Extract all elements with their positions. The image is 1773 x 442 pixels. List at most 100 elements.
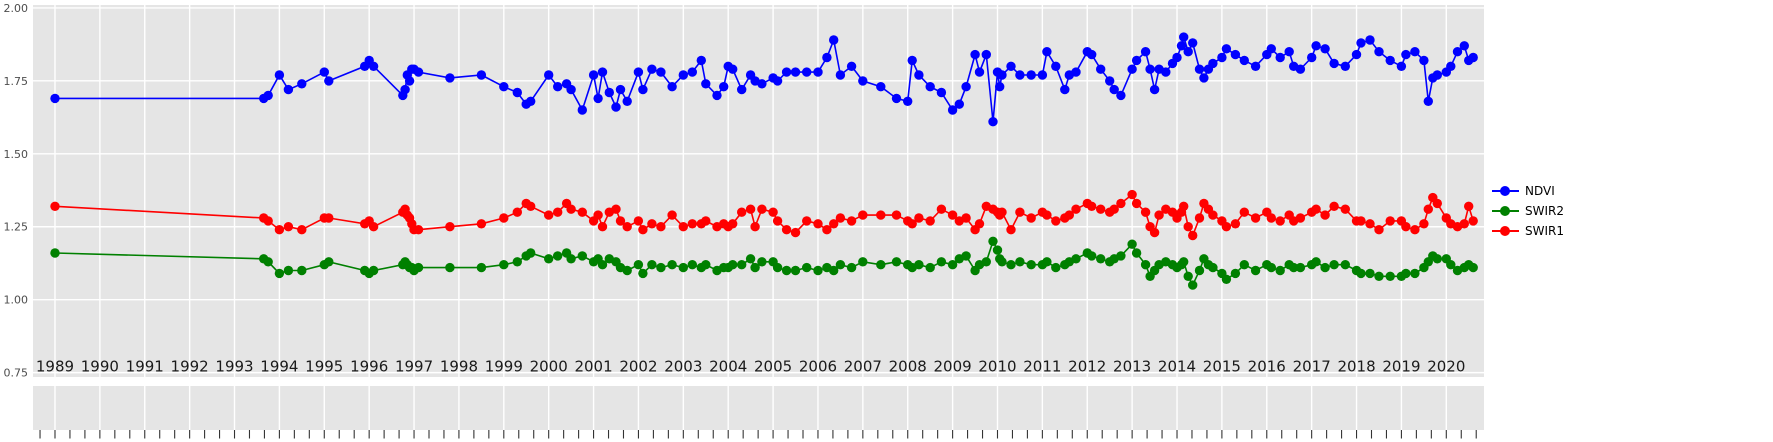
data-point — [829, 219, 839, 229]
data-point — [925, 262, 935, 273]
data-point — [768, 207, 778, 217]
data-point — [638, 268, 648, 279]
data-point — [324, 213, 334, 223]
data-point — [687, 67, 697, 77]
data-point — [1356, 268, 1366, 279]
data-point — [633, 216, 644, 226]
data-point — [400, 84, 410, 95]
data-point — [750, 222, 760, 232]
data-point — [995, 82, 1005, 92]
data-point — [1385, 271, 1395, 281]
data-point — [404, 76, 415, 86]
data-point — [772, 262, 783, 273]
data-point — [633, 67, 644, 77]
data-point — [678, 222, 688, 232]
data-point — [1374, 47, 1384, 57]
data-point — [647, 219, 657, 229]
data-point — [1320, 210, 1330, 220]
data-point — [988, 236, 998, 246]
data-point — [324, 76, 334, 86]
data-point — [1051, 61, 1061, 71]
data-point — [1127, 189, 1137, 200]
data-point — [1006, 61, 1016, 71]
data-point — [1149, 227, 1160, 238]
data-point — [1365, 268, 1375, 279]
data-point — [1161, 67, 1171, 77]
data-point — [526, 248, 536, 258]
x-tick-label: 2009 — [934, 358, 972, 376]
data-point — [1419, 219, 1429, 229]
data-point — [1109, 84, 1119, 95]
data-point — [891, 257, 902, 267]
x-tick-label: 1991 — [126, 358, 164, 376]
data-point — [593, 93, 603, 104]
data-point — [656, 222, 666, 232]
data-point — [544, 70, 554, 80]
data-point — [615, 84, 626, 95]
y-tick-label: 0.75 — [4, 367, 29, 380]
data-point — [1365, 219, 1375, 229]
data-point — [981, 49, 991, 60]
data-point — [925, 216, 935, 226]
data-point — [1452, 47, 1463, 57]
data-point — [1468, 216, 1478, 226]
data-point — [891, 210, 902, 220]
data-point — [633, 260, 644, 270]
data-point — [593, 210, 603, 220]
data-point — [1131, 55, 1142, 66]
data-point — [499, 82, 509, 92]
legend-item-swir1: SWIR1 — [1492, 223, 1564, 238]
data-point — [512, 207, 522, 217]
x-tick-label: 2008 — [889, 358, 927, 376]
x-tick-label: 2005 — [754, 358, 792, 376]
data-point — [638, 84, 648, 95]
data-point — [274, 268, 285, 279]
data-point — [1154, 210, 1164, 220]
x-tick-label: 1994 — [260, 358, 298, 376]
data-point — [737, 84, 747, 95]
data-point — [297, 225, 307, 235]
data-point — [544, 210, 554, 220]
data-point — [1116, 90, 1126, 101]
data-point — [846, 61, 857, 71]
data-point — [566, 254, 576, 264]
data-point — [1351, 49, 1362, 60]
x-tick-label: 1998 — [440, 358, 478, 376]
data-point — [757, 257, 767, 267]
data-point — [1188, 38, 1198, 48]
data-point — [1127, 239, 1137, 249]
data-point — [1432, 198, 1443, 209]
data-point — [476, 262, 487, 273]
data-point — [988, 117, 998, 127]
x-tick-label: 1990 — [81, 358, 119, 376]
data-point — [1096, 204, 1106, 214]
data-point — [1385, 216, 1395, 226]
data-point — [1410, 47, 1420, 57]
x-tick-label: 2016 — [1248, 358, 1286, 376]
data-point — [263, 257, 273, 267]
data-point — [1446, 61, 1456, 71]
data-point — [1250, 265, 1261, 276]
data-point — [566, 84, 576, 95]
y-tick-label: 1.25 — [4, 221, 29, 234]
data-point — [907, 219, 917, 229]
data-point — [647, 260, 657, 270]
data-point — [1188, 280, 1198, 290]
data-point — [1307, 52, 1317, 63]
data-point — [813, 265, 823, 276]
data-point — [1329, 260, 1339, 270]
data-point — [1026, 260, 1036, 270]
data-point — [1320, 262, 1330, 273]
data-point — [1410, 268, 1420, 279]
data-point — [274, 225, 285, 235]
data-point — [1109, 204, 1119, 214]
data-point — [1432, 70, 1443, 80]
data-point — [1188, 230, 1198, 241]
data-point — [1419, 55, 1429, 66]
data-point — [1275, 216, 1285, 226]
x-tick-label: 2000 — [530, 358, 568, 376]
x-tick-label: 2007 — [844, 358, 882, 376]
data-point — [1401, 268, 1411, 279]
x-tick-label: 2013 — [1113, 358, 1151, 376]
data-point — [1289, 262, 1299, 273]
